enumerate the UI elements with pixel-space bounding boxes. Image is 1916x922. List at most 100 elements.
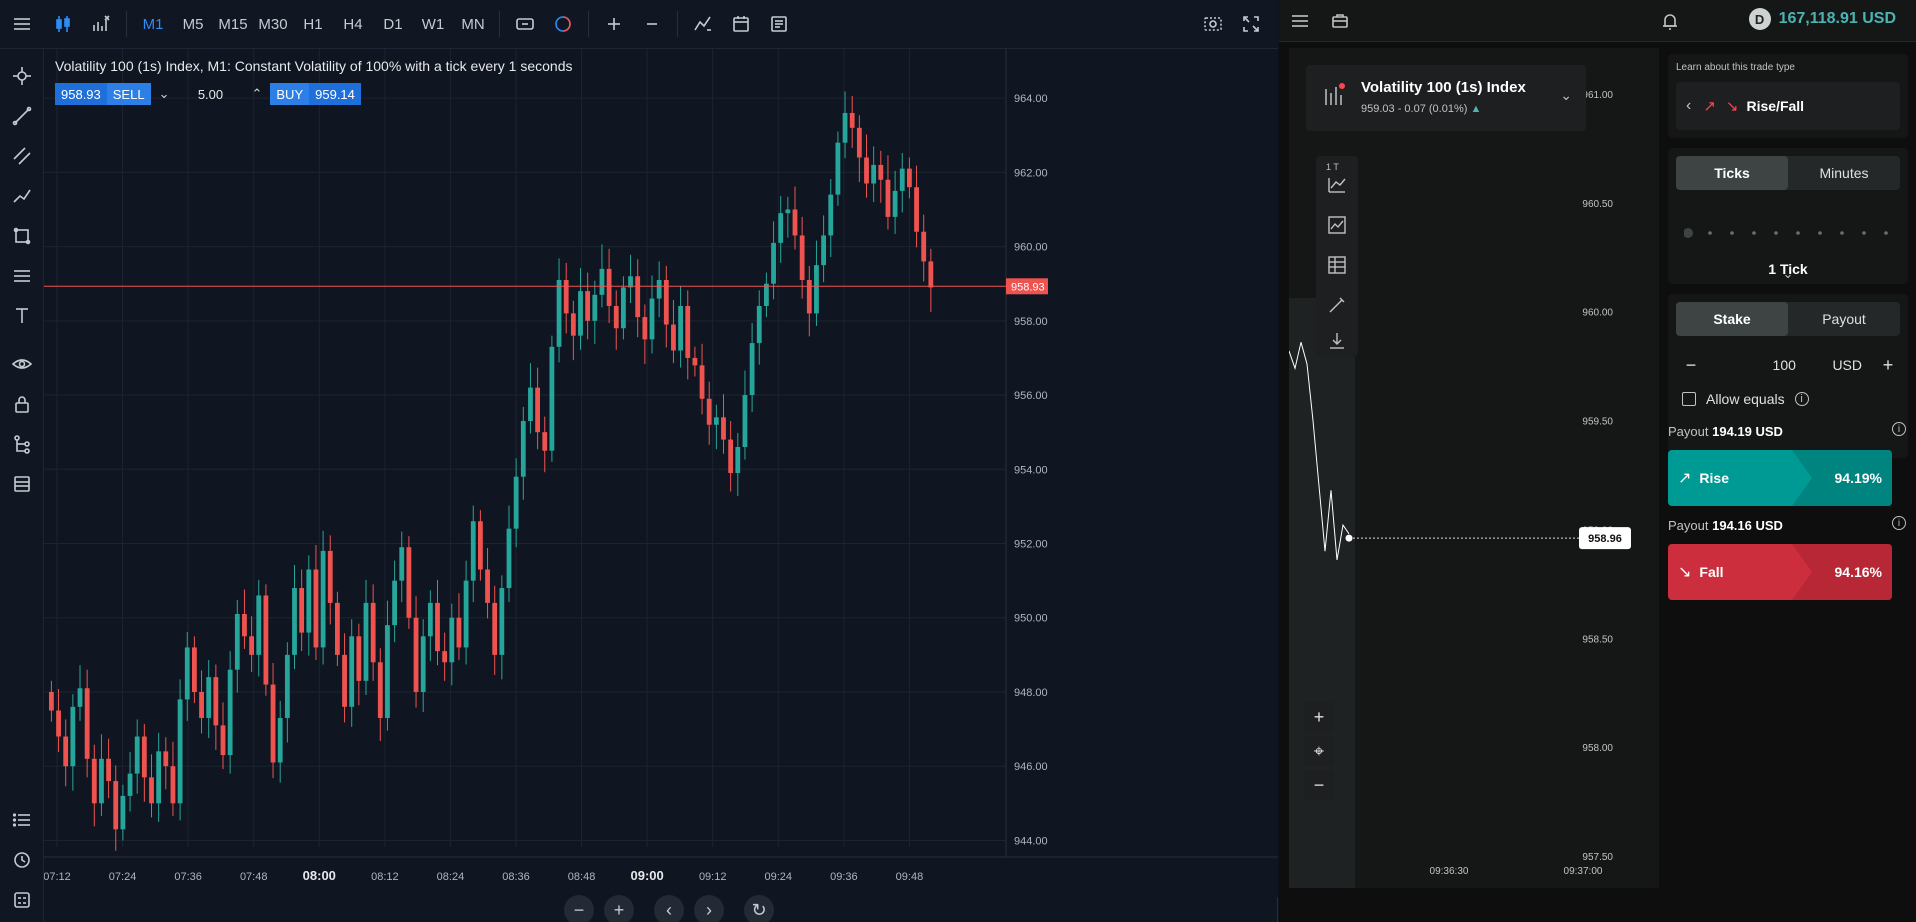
quote-up-arrow-icon: ▲: [1470, 103, 1482, 115]
timeframe-h1[interactable]: H1: [303, 15, 323, 33]
chart-zoom-out-icon[interactable]: −: [1304, 770, 1334, 800]
contract-type-selector[interactable]: ‹ ↗ ↘ Rise/Fall: [1676, 82, 1900, 130]
buy-button[interactable]: BUY: [270, 83, 310, 105]
fall-payout-info: Payout 194.16 USD: [1668, 518, 1783, 533]
candle-body: [821, 235, 826, 266]
channel-icon[interactable]: [8, 142, 36, 170]
crosshair-icon[interactable]: [8, 62, 36, 90]
shapes-icon[interactable]: [8, 222, 36, 250]
stake-decrease-icon[interactable]: −: [1685, 354, 1697, 375]
allow-equals-option[interactable]: Allow equals i: [1682, 391, 1809, 407]
download-icon[interactable]: [1326, 330, 1348, 352]
nav-zoom-out-icon[interactable]: −: [564, 895, 594, 922]
chart-type-icon[interactable]: [1326, 174, 1348, 196]
duration-card: Ticks Minutes 1 Tick ⌄: [1668, 148, 1908, 284]
text-tool-icon[interactable]: [8, 302, 36, 330]
candle-body: [599, 268, 605, 295]
buy-price-button[interactable]: 959.14: [309, 83, 361, 105]
timeframe-m5[interactable]: M5: [182, 15, 204, 33]
candle-body: [713, 417, 719, 425]
tick-duration-slider[interactable]: [1684, 226, 1892, 240]
stake-input[interactable]: 100: [1772, 357, 1796, 373]
nav-scroll-left-icon[interactable]: ‹: [654, 895, 684, 922]
timeframe-m30[interactable]: M30: [258, 15, 288, 33]
timeframe-m1[interactable]: M1: [142, 15, 164, 33]
candle-body: [892, 190, 898, 217]
calculator-icon[interactable]: [8, 886, 36, 914]
account-balance[interactable]: D 167,118.91 USD: [1748, 8, 1896, 30]
chart-crosshair-icon[interactable]: ⌖: [1304, 736, 1334, 766]
rise-info-icon[interactable]: i: [1892, 422, 1906, 436]
lock-icon[interactable]: [8, 390, 36, 418]
volume-decrease-icon[interactable]: ⌄: [158, 86, 170, 101]
eye-icon[interactable]: [8, 350, 36, 378]
object-tree-icon[interactable]: [8, 430, 36, 458]
screenshot-icon[interactable]: [1194, 0, 1232, 49]
allow-equals-checkbox[interactable]: [1682, 392, 1696, 406]
candle-body: [299, 588, 305, 633]
fall-info-icon[interactable]: i: [1892, 516, 1906, 530]
history-icon[interactable]: [8, 846, 36, 874]
fullscreen-icon[interactable]: [1232, 0, 1270, 49]
candle-body: [141, 736, 147, 778]
price-chart[interactable]: 964.00 962.00 960.00 958.00 956.00 954.00 952.…: [44, 49, 1278, 922]
stake-increase-icon[interactable]: +: [1882, 354, 1894, 375]
symbol-selector[interactable]: Volatility 100 (1s) Index 959.03 - 0.07 …: [1306, 65, 1586, 131]
indicator-add-icon[interactable]: [684, 0, 722, 49]
one-click-trading-icon[interactable]: [506, 0, 544, 49]
fibonacci-icon[interactable]: [8, 262, 36, 290]
timeframe-mn[interactable]: MN: [461, 15, 485, 33]
slider-step-dot: [1752, 231, 1756, 235]
templates-icon[interactable]: [760, 0, 798, 49]
portfolio-icon[interactable]: [1329, 10, 1351, 32]
sell-price-button[interactable]: 958.93: [55, 83, 107, 105]
nav-reset-icon[interactable]: ↻: [744, 895, 774, 922]
zoom-out-icon[interactable]: [633, 0, 671, 49]
candle-body: [156, 751, 162, 804]
drawing-tools-icon[interactable]: [1326, 294, 1348, 316]
layers-icon[interactable]: [8, 470, 36, 498]
trend-line-icon[interactable]: [8, 102, 36, 130]
candle-body: [549, 346, 555, 451]
indicators-icon[interactable]: [82, 0, 120, 49]
tab-stake[interactable]: Stake: [1676, 302, 1788, 336]
tab-minutes[interactable]: Minutes: [1819, 165, 1869, 181]
market-watch-icon[interactable]: [544, 0, 582, 49]
zoom-in-icon[interactable]: [595, 0, 633, 49]
polyline-icon[interactable]: [8, 182, 36, 210]
tab-ticks[interactable]: Ticks: [1676, 156, 1788, 190]
deriv-tick-chart[interactable]: 961.00960.50960.00959.50959.00958.50958.…: [1289, 48, 1659, 888]
drawing-tools-sidebar: [0, 49, 44, 922]
nav-zoom-in-icon[interactable]: +: [604, 895, 634, 922]
timeframe-m15[interactable]: M15: [218, 15, 248, 33]
add-indicator-icon[interactable]: [1326, 214, 1348, 236]
chart-templates-icon[interactable]: [1326, 254, 1348, 276]
fall-purchase-button[interactable]: ↘ Fall 94.16%: [1668, 544, 1892, 600]
slider-step-dot: [1840, 231, 1844, 235]
rise-purchase-button[interactable]: ↗ Rise 94.19%: [1668, 450, 1892, 506]
notifications-icon[interactable]: [1659, 10, 1681, 32]
timeframe-w1[interactable]: W1: [421, 15, 445, 33]
expand-chevron-icon[interactable]: ⌄: [1782, 266, 1794, 281]
calendar-icon[interactable]: [722, 0, 760, 49]
list-icon[interactable]: [8, 806, 36, 834]
tab-payout[interactable]: Payout: [1822, 311, 1866, 327]
candlestick-chart-icon[interactable]: [44, 0, 82, 49]
chart-zoom-in-icon[interactable]: +: [1304, 702, 1334, 732]
menu-icon[interactable]: [1289, 10, 1311, 32]
sell-button[interactable]: SELL: [106, 83, 151, 105]
learn-trade-type-link[interactable]: Learn about this trade type: [1676, 62, 1795, 73]
volume-field[interactable]: 5.00: [197, 86, 224, 102]
candle-body: [199, 691, 204, 718]
hamburger-menu-icon[interactable]: [0, 0, 44, 49]
candle-body: [735, 447, 741, 473]
timeframe-h4[interactable]: H4: [343, 15, 363, 33]
info-icon[interactable]: i: [1794, 392, 1809, 406]
balance-value: 167,118.91 USD: [1778, 10, 1896, 27]
chart-navigation: − + ‹ › ↻: [564, 895, 774, 922]
timeframe-d1[interactable]: D1: [383, 15, 403, 33]
y-axis-tick-label: 948.00: [1014, 687, 1048, 699]
toolbar-divider: [126, 11, 127, 37]
volume-increase-icon[interactable]: ⌃: [251, 86, 263, 101]
nav-scroll-right-icon[interactable]: ›: [694, 895, 724, 922]
